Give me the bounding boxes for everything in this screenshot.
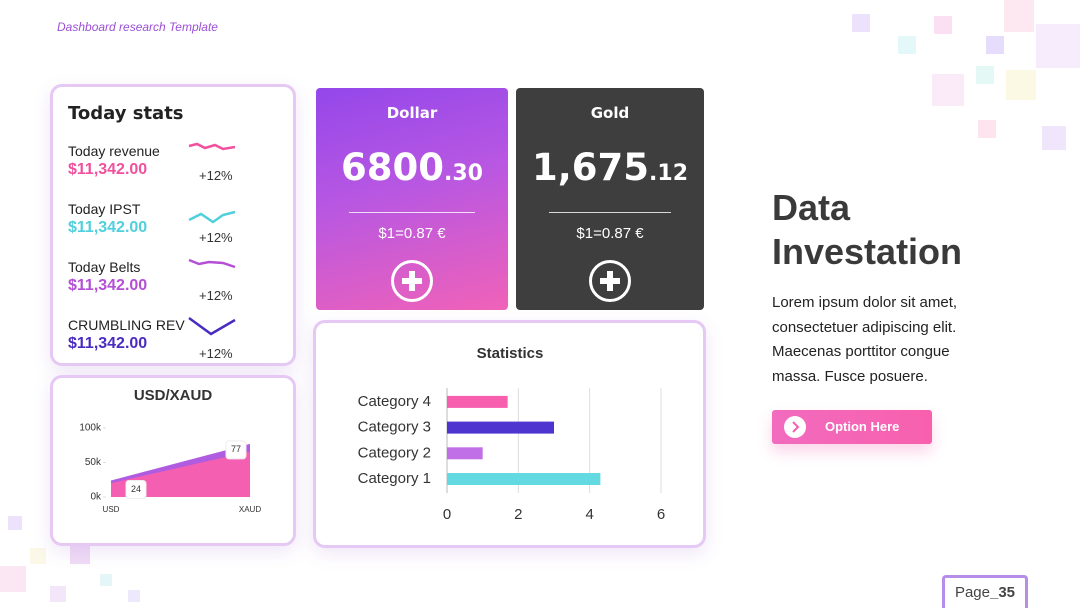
stat-value: $11,342.00 [68,277,148,294]
card-rate: $1=0.87 € [576,225,644,242]
card-whole: 6800 [341,146,444,189]
y-tick-label: Category 1 [358,470,431,487]
area-panel [50,375,296,546]
deco [50,586,66,602]
deco [128,590,140,602]
x-tick-label: 2 [514,506,522,523]
sparkline [188,258,236,269]
option-button[interactable]: Option Here [772,410,932,444]
page-number: Page_35 [942,575,1028,608]
bar [447,421,554,434]
label-box [225,440,247,460]
stat-label: Today Belts [68,259,141,275]
card-divider [349,212,475,213]
card-amount: 1,675.12 [516,146,704,189]
bar [447,473,601,485]
x-tick-label: USD [103,505,120,514]
deco [100,574,112,586]
plus-v [607,271,613,291]
sparkline [188,316,236,336]
y-tick-label: 100k [79,423,102,434]
plus-v [409,271,415,291]
bar [447,395,508,408]
x-tick-label: 0 [443,506,451,523]
y-tick-label: Category 4 [358,393,431,410]
deco [978,120,996,138]
plus-icon [589,260,631,302]
chart-title: Statistics [477,345,544,362]
stat-label: Today IPST [68,201,141,217]
bar [447,447,483,460]
info-title: Data Investation [772,187,963,272]
info-body: Lorem ipsum dolor sit amet, consectetuer… [772,294,958,385]
deco [1004,0,1034,32]
chart-title: USD/XAUD [134,387,213,404]
deco [976,66,994,84]
y-tick-label: 50k [85,457,102,468]
header-title: Dashboard research Template [57,20,218,34]
gold-card: Gold 1,675.12 $1=0.87 € [516,88,704,310]
stat-value: $11,342.00 [68,161,148,178]
stat-change: +12% [199,288,233,303]
plus-icon [391,260,433,302]
stat-label: Today revenue [68,143,160,159]
dollar-card: Dollar 6800.30 $1=0.87 € [316,88,508,310]
card-amount: 6800.30 [316,146,508,189]
card-title: Gold [590,104,630,122]
deco [852,14,870,32]
label-box [125,479,147,499]
stats-panel: Today stats Today revenue $11,342.00 +12% T… [50,84,296,366]
stat-change: +12% [199,168,233,183]
card-title: Dollar [386,104,438,122]
card-whole: 1,675 [531,146,650,189]
deco [898,36,916,54]
stat-value: $11,342.00 [68,219,148,236]
deco [932,74,964,106]
deco [934,16,952,34]
button-icon [784,416,806,438]
deco [0,566,26,592]
deco [70,544,90,564]
stat-change: +12% [199,346,233,361]
stat-change: +12% [199,230,233,245]
x-tick-label: XAUD [239,505,261,514]
card-rate: $1=0.87 € [378,225,446,242]
deco [986,36,1004,54]
deco [1006,70,1036,100]
bar-panel [313,320,706,548]
stat-label: CRUMBLING REV [68,317,185,333]
card-divider [549,212,671,213]
deco [1042,126,1066,150]
deco [8,516,22,530]
x-tick-label: 4 [585,506,593,523]
data-label: 24 [131,484,141,494]
sparkline [188,210,236,224]
deco [1036,24,1080,68]
deco [30,548,46,564]
stats-title: Today stats [68,103,184,124]
page-label: Page [954,584,990,601]
y-tick-label: Category 3 [358,419,431,436]
y-tick-label: 0k [90,492,102,503]
card-fraction: .12 [649,161,689,186]
stat-value: $11,342.00 [68,335,148,352]
x-tick-label: 6 [657,506,665,523]
card-fraction: .30 [444,161,483,186]
y-tick-label: Category 2 [358,444,431,461]
button-label: Option Here [825,419,900,434]
sparkline [188,142,236,151]
data-label: 77 [231,444,241,454]
page-num: _35 [990,584,1016,601]
